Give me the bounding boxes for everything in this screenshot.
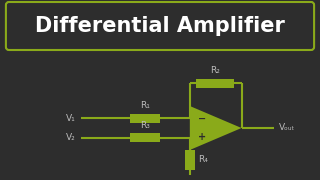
Text: Vₒᵤₜ: Vₒᵤₜ [279, 123, 296, 132]
Text: R₁: R₁ [140, 101, 150, 110]
Polygon shape [190, 106, 242, 150]
Text: R₂: R₂ [210, 66, 220, 75]
FancyBboxPatch shape [196, 78, 234, 87]
FancyBboxPatch shape [130, 133, 160, 142]
FancyBboxPatch shape [130, 114, 160, 123]
Text: −: − [198, 114, 206, 124]
FancyBboxPatch shape [185, 150, 195, 170]
Text: R₄: R₄ [198, 155, 208, 164]
Text: +: + [198, 132, 206, 142]
Text: V₁: V₁ [66, 114, 76, 123]
FancyBboxPatch shape [6, 2, 314, 50]
Text: Differential Amplifier: Differential Amplifier [35, 16, 285, 36]
Text: R₃: R₃ [140, 121, 150, 130]
Text: V₂: V₂ [66, 133, 76, 142]
